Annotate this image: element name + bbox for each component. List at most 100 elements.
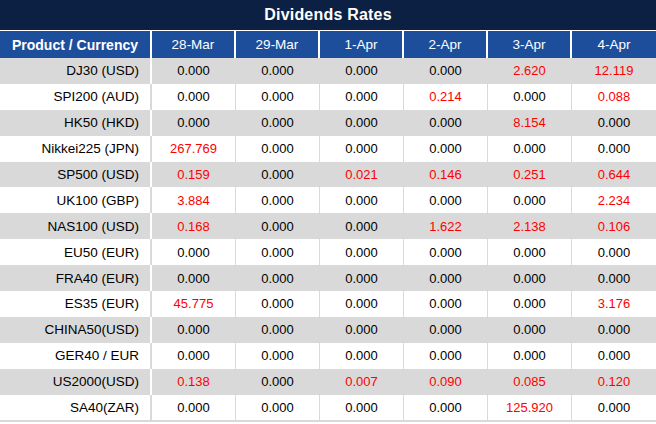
dividend-value: 267.769	[152, 136, 236, 162]
dividend-value: 0.000	[152, 395, 236, 421]
dividend-value: 0.000	[320, 187, 404, 213]
table-row: GER40 / EUR0.0000.0000.0000.0000.0000.00…	[0, 343, 656, 369]
product-label: NAS100 (USD)	[0, 213, 152, 239]
dividend-value: 0.000	[404, 317, 488, 343]
table-row: EU50 (EUR)0.0000.0000.0000.0000.0000.000	[0, 239, 656, 265]
dividend-value: 0.000	[320, 136, 404, 162]
product-label: GER40 / EUR	[0, 343, 152, 369]
product-label: CHINA50(USD)	[0, 317, 152, 343]
dividend-value: 0.000	[236, 213, 320, 239]
product-label: DJ30 (USD)	[0, 58, 152, 84]
dividend-value: 0.000	[152, 239, 236, 265]
dividend-value: 0.000	[488, 187, 572, 213]
dividend-value: 0.000	[404, 136, 488, 162]
product-label: UK100 (GBP)	[0, 187, 152, 213]
dividend-value: 0.000	[404, 187, 488, 213]
product-label: HK50 (HKD)	[0, 110, 152, 136]
dividend-value: 0.000	[236, 162, 320, 188]
dividend-value: 3.884	[152, 187, 236, 213]
dividend-value: 0.000	[152, 265, 236, 291]
dividend-value: 0.088	[572, 84, 656, 110]
dividend-value: 0.000	[572, 110, 656, 136]
table-header-row: Product / Currency28-Mar29-Mar1-Apr2-Apr…	[0, 31, 656, 58]
product-label: US2000(USD)	[0, 369, 152, 395]
dividend-value: 0.000	[488, 343, 572, 369]
table-row: Nikkei225 (JPN)267.7690.0000.0000.0000.0…	[0, 136, 656, 162]
dividend-value: 0.000	[488, 136, 572, 162]
dividend-value: 0.106	[572, 213, 656, 239]
date-column-header: 2-Apr	[404, 31, 488, 58]
dividend-value: 0.251	[488, 162, 572, 188]
product-label: SA40(ZAR)	[0, 395, 152, 421]
dividend-value: 0.000	[572, 343, 656, 369]
dividend-value: 0.000	[320, 291, 404, 317]
dividend-value: 0.000	[236, 110, 320, 136]
dividend-value: 125.920	[488, 395, 572, 421]
dividend-value: 0.090	[404, 369, 488, 395]
dividend-value: 0.138	[152, 369, 236, 395]
dividend-value: 0.000	[572, 265, 656, 291]
date-column-header: 1-Apr	[320, 31, 404, 58]
dividend-value: 0.000	[488, 317, 572, 343]
dividend-value: 12.119	[572, 58, 656, 84]
table-row: ES35 (EUR)45.7750.0000.0000.0000.0003.17…	[0, 291, 656, 317]
dividend-value: 0.000	[152, 84, 236, 110]
dividend-value: 0.644	[572, 162, 656, 188]
product-label: SPI200 (AUD)	[0, 84, 152, 110]
dividends-rates-widget: Dividends Rates Product / Currency28-Mar…	[0, 0, 656, 424]
table-row: NAS100 (USD)0.1680.0000.0001.6222.1380.1…	[0, 213, 656, 239]
dividend-value: 0.214	[404, 84, 488, 110]
dividend-value: 1.622	[404, 213, 488, 239]
dividend-value: 0.000	[320, 239, 404, 265]
dividend-value: 0.000	[236, 265, 320, 291]
dividend-value: 0.000	[320, 395, 404, 421]
table-row: DJ30 (USD)0.0000.0000.0000.0002.62012.11…	[0, 58, 656, 84]
dividend-value: 0.000	[572, 239, 656, 265]
dividend-value: 2.620	[488, 58, 572, 84]
dividend-value: 8.154	[488, 110, 572, 136]
dividend-value: 0.000	[320, 213, 404, 239]
table-row: US2000(USD)0.1380.0000.0070.0900.0850.12…	[0, 369, 656, 395]
dividend-value: 0.000	[152, 110, 236, 136]
dividend-value: 0.000	[320, 343, 404, 369]
table-row: UK100 (GBP)3.8840.0000.0000.0000.0002.23…	[0, 187, 656, 213]
date-column-header: 28-Mar	[152, 31, 236, 58]
dividend-value: 0.000	[404, 110, 488, 136]
dividend-value: 0.000	[152, 343, 236, 369]
dividend-value: 0.000	[488, 265, 572, 291]
dividend-value: 0.000	[404, 58, 488, 84]
table-bottom-border	[0, 420, 656, 422]
dividend-value: 0.000	[236, 395, 320, 421]
table-body: DJ30 (USD)0.0000.0000.0000.0002.62012.11…	[0, 58, 656, 420]
dividend-value: 0.000	[404, 291, 488, 317]
dividend-value: 0.146	[404, 162, 488, 188]
product-label: Nikkei225 (JPN)	[0, 136, 152, 162]
dividend-value: 3.176	[572, 291, 656, 317]
dividend-value: 0.000	[404, 239, 488, 265]
dividend-value: 0.000	[152, 58, 236, 84]
dividend-value: 0.000	[152, 317, 236, 343]
dividend-value: 0.000	[236, 58, 320, 84]
dividend-value: 0.000	[572, 317, 656, 343]
dividend-value: 0.000	[404, 265, 488, 291]
product-label: EU50 (EUR)	[0, 239, 152, 265]
dividend-value: 0.000	[320, 58, 404, 84]
product-currency-header: Product / Currency	[0, 31, 152, 58]
table-row: CHINA50(USD)0.0000.0000.0000.0000.0000.0…	[0, 317, 656, 343]
dividend-value: 0.000	[404, 395, 488, 421]
dividend-value: 0.085	[488, 369, 572, 395]
table-row: SP500 (USD)0.1590.0000.0210.1460.2510.64…	[0, 162, 656, 188]
dividend-value: 0.000	[320, 317, 404, 343]
product-label: SP500 (USD)	[0, 162, 152, 188]
dividend-value: 0.007	[320, 369, 404, 395]
dividend-value: 0.000	[320, 84, 404, 110]
table-row: FRA40 (EUR)0.0000.0000.0000.0000.0000.00…	[0, 265, 656, 291]
dividend-value: 0.000	[236, 369, 320, 395]
product-label: FRA40 (EUR)	[0, 265, 152, 291]
dividend-value: 0.168	[152, 213, 236, 239]
dividend-value: 0.000	[236, 84, 320, 110]
dividend-value: 0.000	[236, 136, 320, 162]
dividend-value: 0.000	[236, 239, 320, 265]
dividend-value: 0.000	[320, 265, 404, 291]
dividend-value: 0.000	[320, 110, 404, 136]
